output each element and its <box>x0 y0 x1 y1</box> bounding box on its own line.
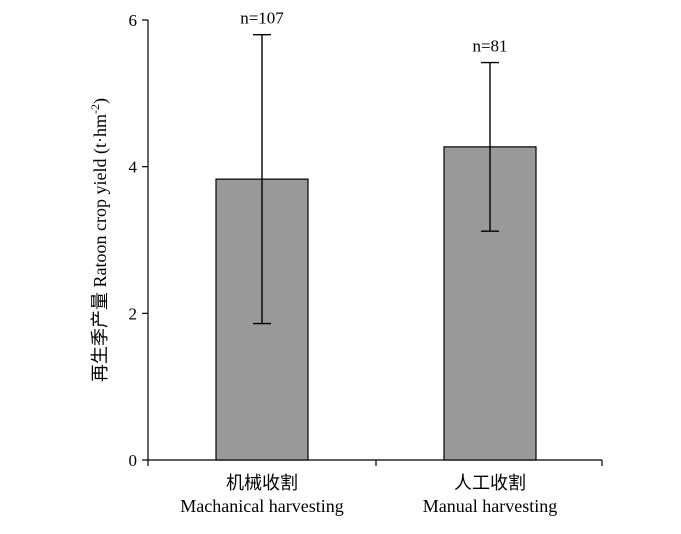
sample-size-label: n=81 <box>472 37 507 56</box>
y-tick-label: 2 <box>129 304 138 323</box>
y-axis-label-close: ) <box>90 98 111 104</box>
x-category-label-en: Manual harvesting <box>423 496 557 516</box>
x-category-label-en: Machanical harvesting <box>180 496 343 516</box>
error-bars <box>253 33 499 325</box>
x-category-label-zh: 机械收割 <box>226 473 298 493</box>
x-category-label-zh: 人工收割 <box>454 473 526 493</box>
y-axis-label-main: 再生季产量 Ratoon crop yield (t·hm <box>90 114 111 382</box>
y-tick-label: 4 <box>129 158 138 177</box>
y-axis-label-sup: -2 <box>88 104 102 114</box>
sample-size-label: n=107 <box>240 9 284 28</box>
y-tick-label: 6 <box>129 11 138 30</box>
bars <box>215 146 537 461</box>
y-axis-label: 再生季产量 Ratoon crop yield (t·hm-2) <box>88 98 111 382</box>
y-tick-label: 0 <box>129 451 138 470</box>
labels: n=107 机械收割 Machanical harvesting n=81 人工收割 Ma… <box>180 9 557 516</box>
